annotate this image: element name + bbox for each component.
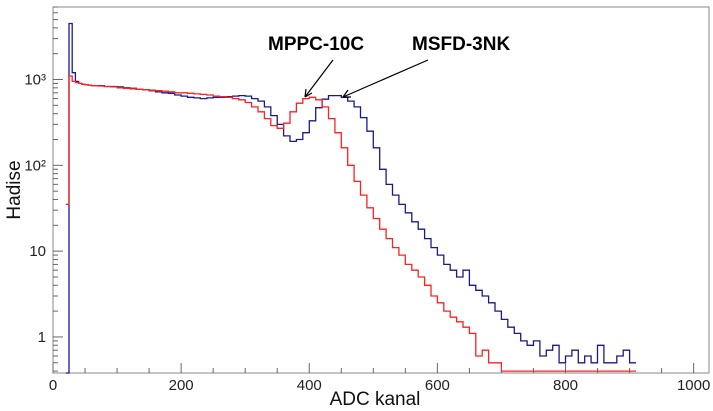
plot-frame	[52, 6, 710, 374]
annotation-mppc-arrow	[304, 59, 334, 98]
annotation-msfd-label: MSFD-3NK	[412, 34, 510, 55]
annotation-msfd-arrow	[342, 59, 429, 98]
series-line-msfd-3nk	[65, 22, 636, 374]
tick-layer: 0 200 400 600 800 1000 1 10 10² 10³	[24, 6, 710, 394]
y-tick-label: 10	[29, 243, 46, 260]
annotation-msfd-arrowhead	[342, 89, 351, 98]
x-axis-title: ADC kanal	[330, 389, 421, 410]
annotation-mppc-arrowhead	[304, 88, 313, 98]
annotation-mppc-label: MPPC-10C	[268, 34, 364, 55]
y-axis-title: Hadise	[4, 160, 25, 219]
x-tick-label: 0	[49, 377, 57, 394]
y-tick-label: 1	[38, 329, 46, 346]
x-tick-label: 600	[425, 377, 450, 394]
y-tick-label: 10³	[24, 72, 46, 89]
series-line-mppc-10c	[65, 75, 636, 372]
x-tick-label: 800	[553, 377, 578, 394]
y-tick-label: 10²	[24, 157, 46, 174]
x-tick-label: 200	[169, 377, 194, 394]
series-layer	[65, 22, 636, 374]
x-tick-label: 400	[297, 377, 322, 394]
annotation-layer: MPPC-10C MSFD-3NK	[268, 34, 510, 98]
x-tick-label: 1000	[677, 377, 710, 394]
